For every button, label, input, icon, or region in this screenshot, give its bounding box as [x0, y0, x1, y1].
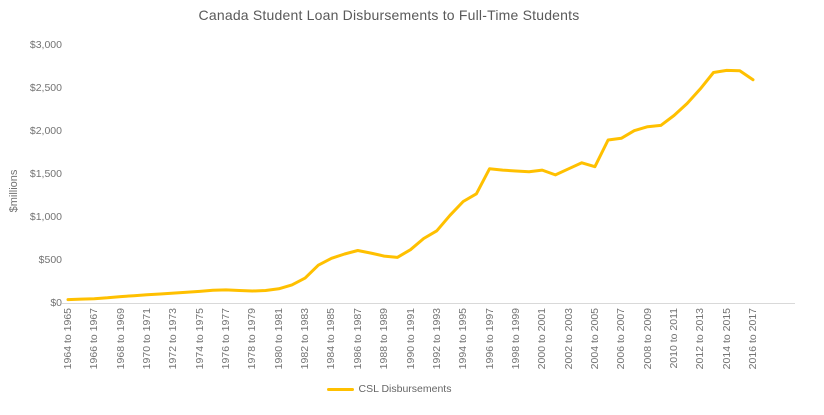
legend: CSL Disbursements: [0, 383, 778, 395]
legend-line-swatch: [326, 387, 354, 391]
y-tick-label: $3,000: [29, 39, 62, 51]
y-tick-label: $2,000: [29, 125, 62, 137]
y-tick-label: $0: [50, 297, 62, 309]
csl-disbursements-line: [66, 68, 755, 302]
y-tick-label: $1,000: [29, 211, 62, 223]
chart-title: Canada Student Loan Disbursements to Ful…: [198, 7, 580, 23]
y-tick-label: $500: [38, 254, 62, 266]
legend-label: CSL Disbursements: [358, 383, 452, 395]
y-tick-label: $1,500: [29, 168, 62, 180]
y-tick-label: $2,500: [29, 82, 62, 94]
